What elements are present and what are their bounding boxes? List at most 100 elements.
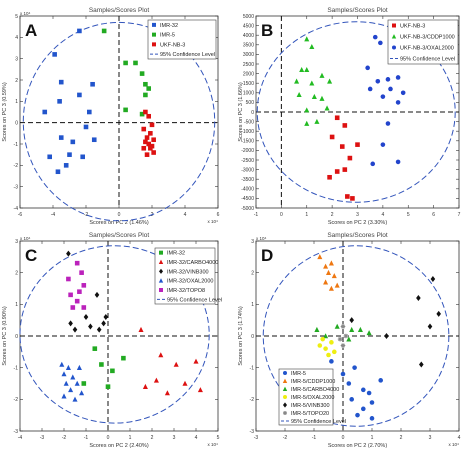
data-point [81, 283, 87, 288]
data-point [304, 36, 310, 42]
data-point [151, 150, 156, 155]
y-axis-label: Scores on PC 3 (1.66%) [238, 82, 244, 141]
x-tick-label: 1 [305, 212, 308, 218]
data-point [144, 135, 150, 140]
legend-entry-confidence: 95% Confidence Level [160, 52, 215, 58]
data-point [72, 396, 78, 402]
panel-label: D [261, 246, 273, 265]
legend-marker [158, 278, 164, 283]
legend-marker [158, 259, 164, 264]
data-point [323, 333, 329, 339]
data-point [334, 323, 340, 329]
data-point [92, 346, 98, 351]
data-point [327, 174, 332, 180]
data-point [372, 34, 378, 40]
data-point [314, 118, 320, 124]
data-point [436, 310, 441, 317]
data-point [141, 145, 147, 151]
data-point [74, 298, 80, 304]
y-tick-label: -4500 [241, 196, 254, 202]
legend: UKF-NB-3 UKF-NB-3/CDDP1000 UKF-NB-3/OXAL20… [387, 19, 459, 65]
y-tick-label: 1 [251, 302, 254, 308]
data-point [79, 390, 85, 396]
y-tick-label: -1 [14, 142, 19, 148]
series-3 [59, 361, 85, 402]
series-0 [327, 115, 360, 201]
series-0 [329, 359, 384, 421]
x-tick-label: -2 [283, 435, 288, 441]
y-tick-label: 2 [251, 270, 254, 276]
data-point [334, 169, 340, 174]
series-2 [365, 34, 406, 167]
legend-marker [283, 411, 287, 415]
confidence-ellipse [22, 21, 216, 222]
legend: IMR-32 IMR-32/CARBO4000 IMR-32/VINB300 IMR-… [154, 247, 222, 305]
y-tick-label: -3 [14, 429, 19, 435]
panel-label: A [25, 21, 37, 40]
data-point [304, 67, 310, 73]
data-point [79, 270, 84, 275]
data-point [74, 380, 80, 386]
y-tick-label: -3 [14, 184, 19, 190]
data-point [326, 352, 331, 358]
data-point [357, 326, 363, 332]
y-tick-label: 5000 [243, 14, 254, 20]
series-1 [101, 28, 151, 117]
data-point [121, 355, 126, 361]
y-tick-label: 2 [15, 270, 18, 276]
legend-entry: UKF-NB-3/CDDP1000 [400, 35, 455, 41]
data-point [380, 94, 386, 99]
y-axis-multiplier: x 10⁴ [20, 11, 31, 16]
x-axis-label: Scores on PC 2 (3.30%) [328, 220, 387, 226]
legend-marker [391, 34, 397, 39]
data-point [142, 383, 148, 389]
data-point [68, 387, 74, 393]
data-point [299, 67, 305, 73]
data-point [133, 60, 138, 66]
data-point [366, 390, 372, 396]
data-point [83, 124, 89, 130]
data-point [346, 381, 352, 386]
data-point [384, 333, 389, 339]
x-tick-label: 3 [356, 212, 359, 218]
y-tick-label: 4 [15, 35, 18, 41]
data-point [334, 115, 340, 121]
panel-d: Samples/Scores Plot -3 -2 -1 0 1 2 3 4 -3 -2 -1 0 1 2 3… [238, 232, 461, 449]
data-point [57, 99, 62, 104]
y-tick-label: 0 [15, 120, 18, 126]
data-point [88, 323, 93, 330]
y-axis-multiplier: x 10⁴ [20, 236, 31, 241]
x-tick-label: -1 [84, 435, 89, 441]
data-point [42, 109, 48, 115]
data-point [146, 86, 151, 91]
y-tick-label: -3000 [241, 167, 254, 173]
data-point [63, 163, 69, 168]
data-point [77, 28, 82, 34]
series-1 [138, 326, 203, 396]
legend: IMR-32 IMR-5 UKF-NB-3 95% Confidence Level [147, 19, 217, 60]
data-point [70, 305, 76, 310]
data-point [58, 79, 64, 85]
data-point [197, 387, 203, 393]
x-tick-label: -3 [254, 435, 259, 441]
data-point [352, 365, 357, 370]
x-tick-label: 2 [151, 435, 154, 441]
data-point [294, 78, 300, 84]
legend-entry: IMR-5/OXAL2000 [291, 395, 334, 401]
data-point [144, 152, 150, 157]
data-point [385, 121, 391, 126]
legend-marker [159, 288, 163, 292]
y-tick-label: 3000 [243, 52, 254, 58]
y-tick-label: -2 [250, 397, 255, 403]
series-5 [337, 324, 349, 348]
x-tick-label: 4 [184, 212, 187, 218]
data-point [343, 333, 349, 339]
data-point [395, 159, 401, 165]
x-axis-multiplier: x 10⁴ [449, 442, 460, 447]
legend-entry: IMR-5 [160, 33, 175, 39]
data-point [361, 406, 366, 412]
y-tick-label: 1 [15, 302, 18, 308]
data-point [76, 364, 82, 370]
data-point [317, 254, 323, 260]
data-point [148, 131, 153, 136]
